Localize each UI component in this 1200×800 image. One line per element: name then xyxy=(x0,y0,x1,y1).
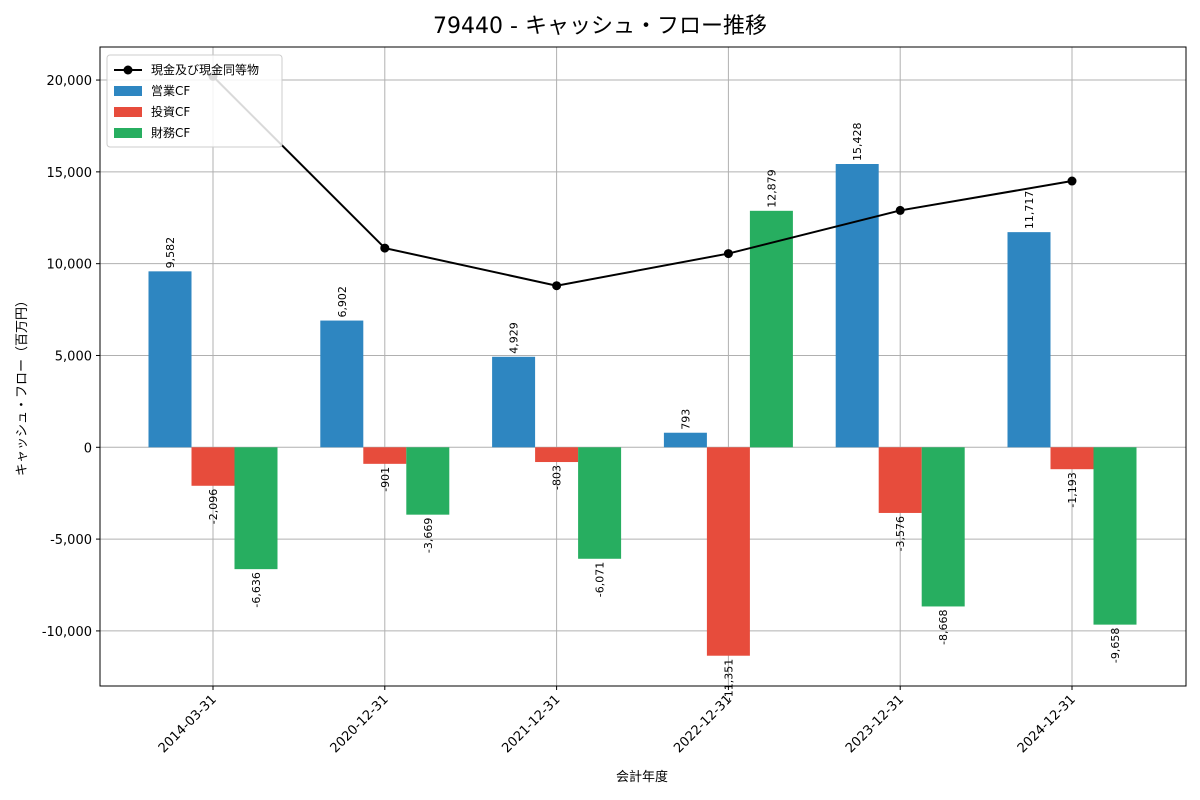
label-layer: 9,582 6,902 4,929 793 15,428 11,717 -2,096 -901… xyxy=(164,123,1122,702)
bar-value-label: -9,658 xyxy=(1109,628,1122,663)
bar-value-label: 12,879 xyxy=(765,169,778,208)
bar-営業CF-2024-12-31 xyxy=(1007,232,1051,448)
bar-投資CF-2024-12-31 xyxy=(1050,447,1094,470)
bar-投資CF-2021-12-31 xyxy=(535,447,579,463)
x-tick-label: 2024-12-31 xyxy=(1015,692,1079,756)
bar-営業CF-2020-12-31 xyxy=(320,320,364,448)
legend-box xyxy=(106,54,283,148)
bar-営業CF-2023-12-31 xyxy=(835,164,879,448)
bar-投資CF-2022-12-31 xyxy=(706,447,750,656)
bar-財務CF-2022-12-31 xyxy=(749,210,793,448)
legend-swatch-営業CF xyxy=(114,86,142,96)
bar-value-label: -11,351 xyxy=(722,659,735,701)
bar-value-label: -803 xyxy=(551,465,564,490)
bar-value-label: 4,929 xyxy=(508,322,521,354)
bar-財務CF-2021-12-31 xyxy=(578,447,622,559)
legend-label: 投資CF xyxy=(151,104,190,119)
bar-投資CF-2020-12-31 xyxy=(363,447,407,464)
chart-title: 79440 - キャッシュ・フロー推移 xyxy=(433,14,767,39)
bar-value-label: 15,428 xyxy=(851,123,864,162)
y-tick-label: 15,000 xyxy=(47,166,93,181)
bar-value-label: 793 xyxy=(679,409,692,430)
bar-value-label: -3,669 xyxy=(422,518,435,553)
x-tick-label: 2021-12-31 xyxy=(499,692,563,756)
y-axis-title: キャッシュ・フロー（百万円） xyxy=(15,294,30,476)
y-tick-label: -10,000 xyxy=(42,625,92,640)
cash-equivalents-line xyxy=(212,75,1073,287)
bar-value-label: -2,096 xyxy=(207,489,220,524)
legend-swatch-財務CF xyxy=(114,128,142,138)
legend-label: 現金及び現金同等物 xyxy=(151,62,259,77)
bar-value-label: -8,668 xyxy=(937,609,950,644)
bar-営業CF-2014-03-31 xyxy=(148,271,192,448)
cash-point-2023-12-31 xyxy=(895,205,905,215)
legend-label: 財務CF xyxy=(151,125,190,140)
cash-point-2020-12-31 xyxy=(380,243,390,253)
legend-marker xyxy=(123,65,133,75)
bar-営業CF-2022-12-31 xyxy=(663,432,707,448)
x-axis-title: 会計年度 xyxy=(616,769,668,785)
bar-value-label: 9,582 xyxy=(164,237,177,269)
bar-value-label: -3,576 xyxy=(894,516,907,551)
y-tick-label: 0 xyxy=(84,441,92,456)
bar-value-label: -6,071 xyxy=(594,562,607,597)
line-layer xyxy=(208,71,1077,291)
plot-frame xyxy=(99,46,1187,687)
legend-swatch-投資CF xyxy=(114,107,142,117)
y-tick-label: 20,000 xyxy=(47,74,93,89)
bar-value-label: -1,193 xyxy=(1066,472,1079,507)
bar-営業CF-2021-12-31 xyxy=(492,356,536,448)
cash-point-2024-12-31 xyxy=(1067,176,1077,186)
bar-value-label: -6,636 xyxy=(250,572,263,607)
bar-財務CF-2023-12-31 xyxy=(921,447,965,607)
cash-point-2022-12-31 xyxy=(723,249,733,259)
bar-投資CF-2023-12-31 xyxy=(878,447,922,513)
bar-投資CF-2014-03-31 xyxy=(191,447,235,486)
bar-財務CF-2024-12-31 xyxy=(1093,447,1137,625)
cash-point-2021-12-31 xyxy=(552,281,562,291)
y-tick-label: 5,000 xyxy=(55,349,92,364)
x-tick-label: 2023-12-31 xyxy=(843,692,907,756)
bar-財務CF-2020-12-31 xyxy=(406,447,450,515)
legend-label: 営業CF xyxy=(151,84,190,98)
x-tick-label: 2014-03-31 xyxy=(156,692,220,756)
y-tick-label: 10,000 xyxy=(47,258,93,273)
y-tick-label: -5,000 xyxy=(50,533,92,548)
bar-value-label: 6,902 xyxy=(336,286,349,318)
bar-value-label: -901 xyxy=(379,467,392,492)
bar-財務CF-2014-03-31 xyxy=(234,447,278,570)
grid-layer xyxy=(100,47,1186,686)
bar-layer xyxy=(148,164,1137,656)
bar-value-label: 11,717 xyxy=(1023,191,1036,230)
x-tick-label: 2020-12-31 xyxy=(328,692,392,756)
